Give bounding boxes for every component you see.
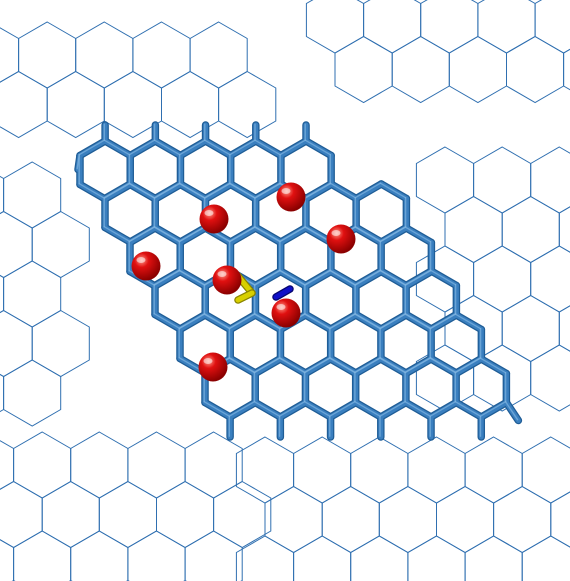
oxygen-atom [131,251,161,281]
oxygen-atom [199,204,229,234]
atom-highlight [203,358,213,364]
atom-highlight [217,271,227,277]
atom-highlight [276,304,286,310]
oxygen-atom [326,224,356,254]
oxygen-atoms [131,182,356,382]
oxygen-atom [198,352,228,382]
oxygen-atom [276,182,306,212]
oxygen-atom [271,298,301,328]
graphene-sheet [74,121,523,441]
atom-highlight [331,230,341,236]
oxygen-atom [212,265,242,295]
atom-highlight [204,210,214,216]
atom-highlight [281,188,291,194]
atom-highlight [136,257,146,263]
